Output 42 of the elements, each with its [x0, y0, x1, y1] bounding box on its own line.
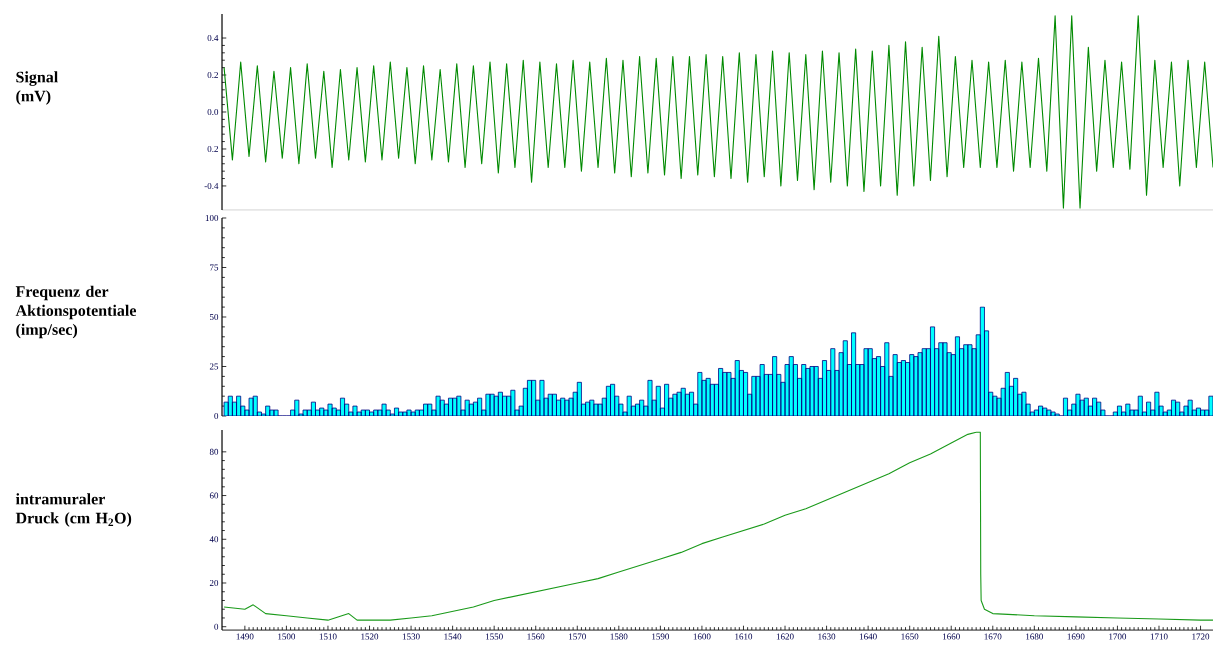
y-tick-label: -0.4 [204, 182, 219, 190]
y-axis-title: Signal (mV) [16, 71, 58, 105]
y-tick-label: 0.4 [207, 34, 219, 42]
x-tick-label: 1630 [818, 633, 836, 640]
x-tick-label: 1620 [776, 633, 794, 640]
y-tick-label: 0.2 [207, 71, 218, 79]
x-tick-label: 1540 [444, 633, 462, 640]
x-tick-label: 1520 [361, 633, 379, 640]
x-tick-label: 1590 [652, 633, 670, 640]
x-tick-label: 1700 [1109, 633, 1127, 640]
x-tick-label: 1680 [1026, 633, 1043, 640]
y-tick-label: 75 [210, 264, 219, 271]
x-tick-label: 1690 [1067, 633, 1085, 640]
y-tick-label: 25 [209, 363, 219, 370]
x-tick-label: 1720 [1192, 633, 1210, 640]
x-tick-label: 1600 [693, 633, 711, 640]
x-tick-label: 1490 [236, 633, 254, 640]
x-tick-label: 1510 [319, 633, 337, 640]
x-tick-label: 1500 [278, 633, 296, 640]
y-tick-label: 0.2 [207, 145, 218, 153]
x-tick-label: 1550 [485, 633, 503, 640]
x-tick-label: 1610 [735, 633, 753, 640]
x-tick-label: 1560 [527, 633, 545, 640]
x-tick-label: 1580 [610, 633, 628, 640]
y-tick-label: 0 [214, 412, 219, 420]
x-tick-label: 1650 [901, 633, 919, 640]
y-tick-label: 60 [209, 492, 219, 499]
x-tick-label: 1530 [402, 633, 420, 640]
y-tick-label: 80 [209, 448, 219, 455]
y-axis-title: intramuraler Druck (cm H$_{2}$O) [15, 493, 132, 527]
y-tick-label: 100 [205, 214, 219, 222]
y-tick-label: 40 [209, 536, 219, 543]
y-tick-label: 0 [214, 623, 219, 630]
y-tick-label: 0.0 [207, 108, 219, 116]
y-tick-label: 20 [209, 579, 219, 587]
x-tick-label: 1640 [859, 633, 877, 640]
x-tick-label: 1570 [569, 633, 586, 640]
y-axis-title: Frequenz der Aktionspotentiale (imp/sec) [15, 285, 137, 339]
x-tick-label: 1710 [1150, 633, 1168, 640]
y-tick-label: 50 [209, 313, 219, 321]
x-tick-label: 1660 [943, 633, 960, 640]
x-tick-label: 1670 [984, 633, 1002, 640]
